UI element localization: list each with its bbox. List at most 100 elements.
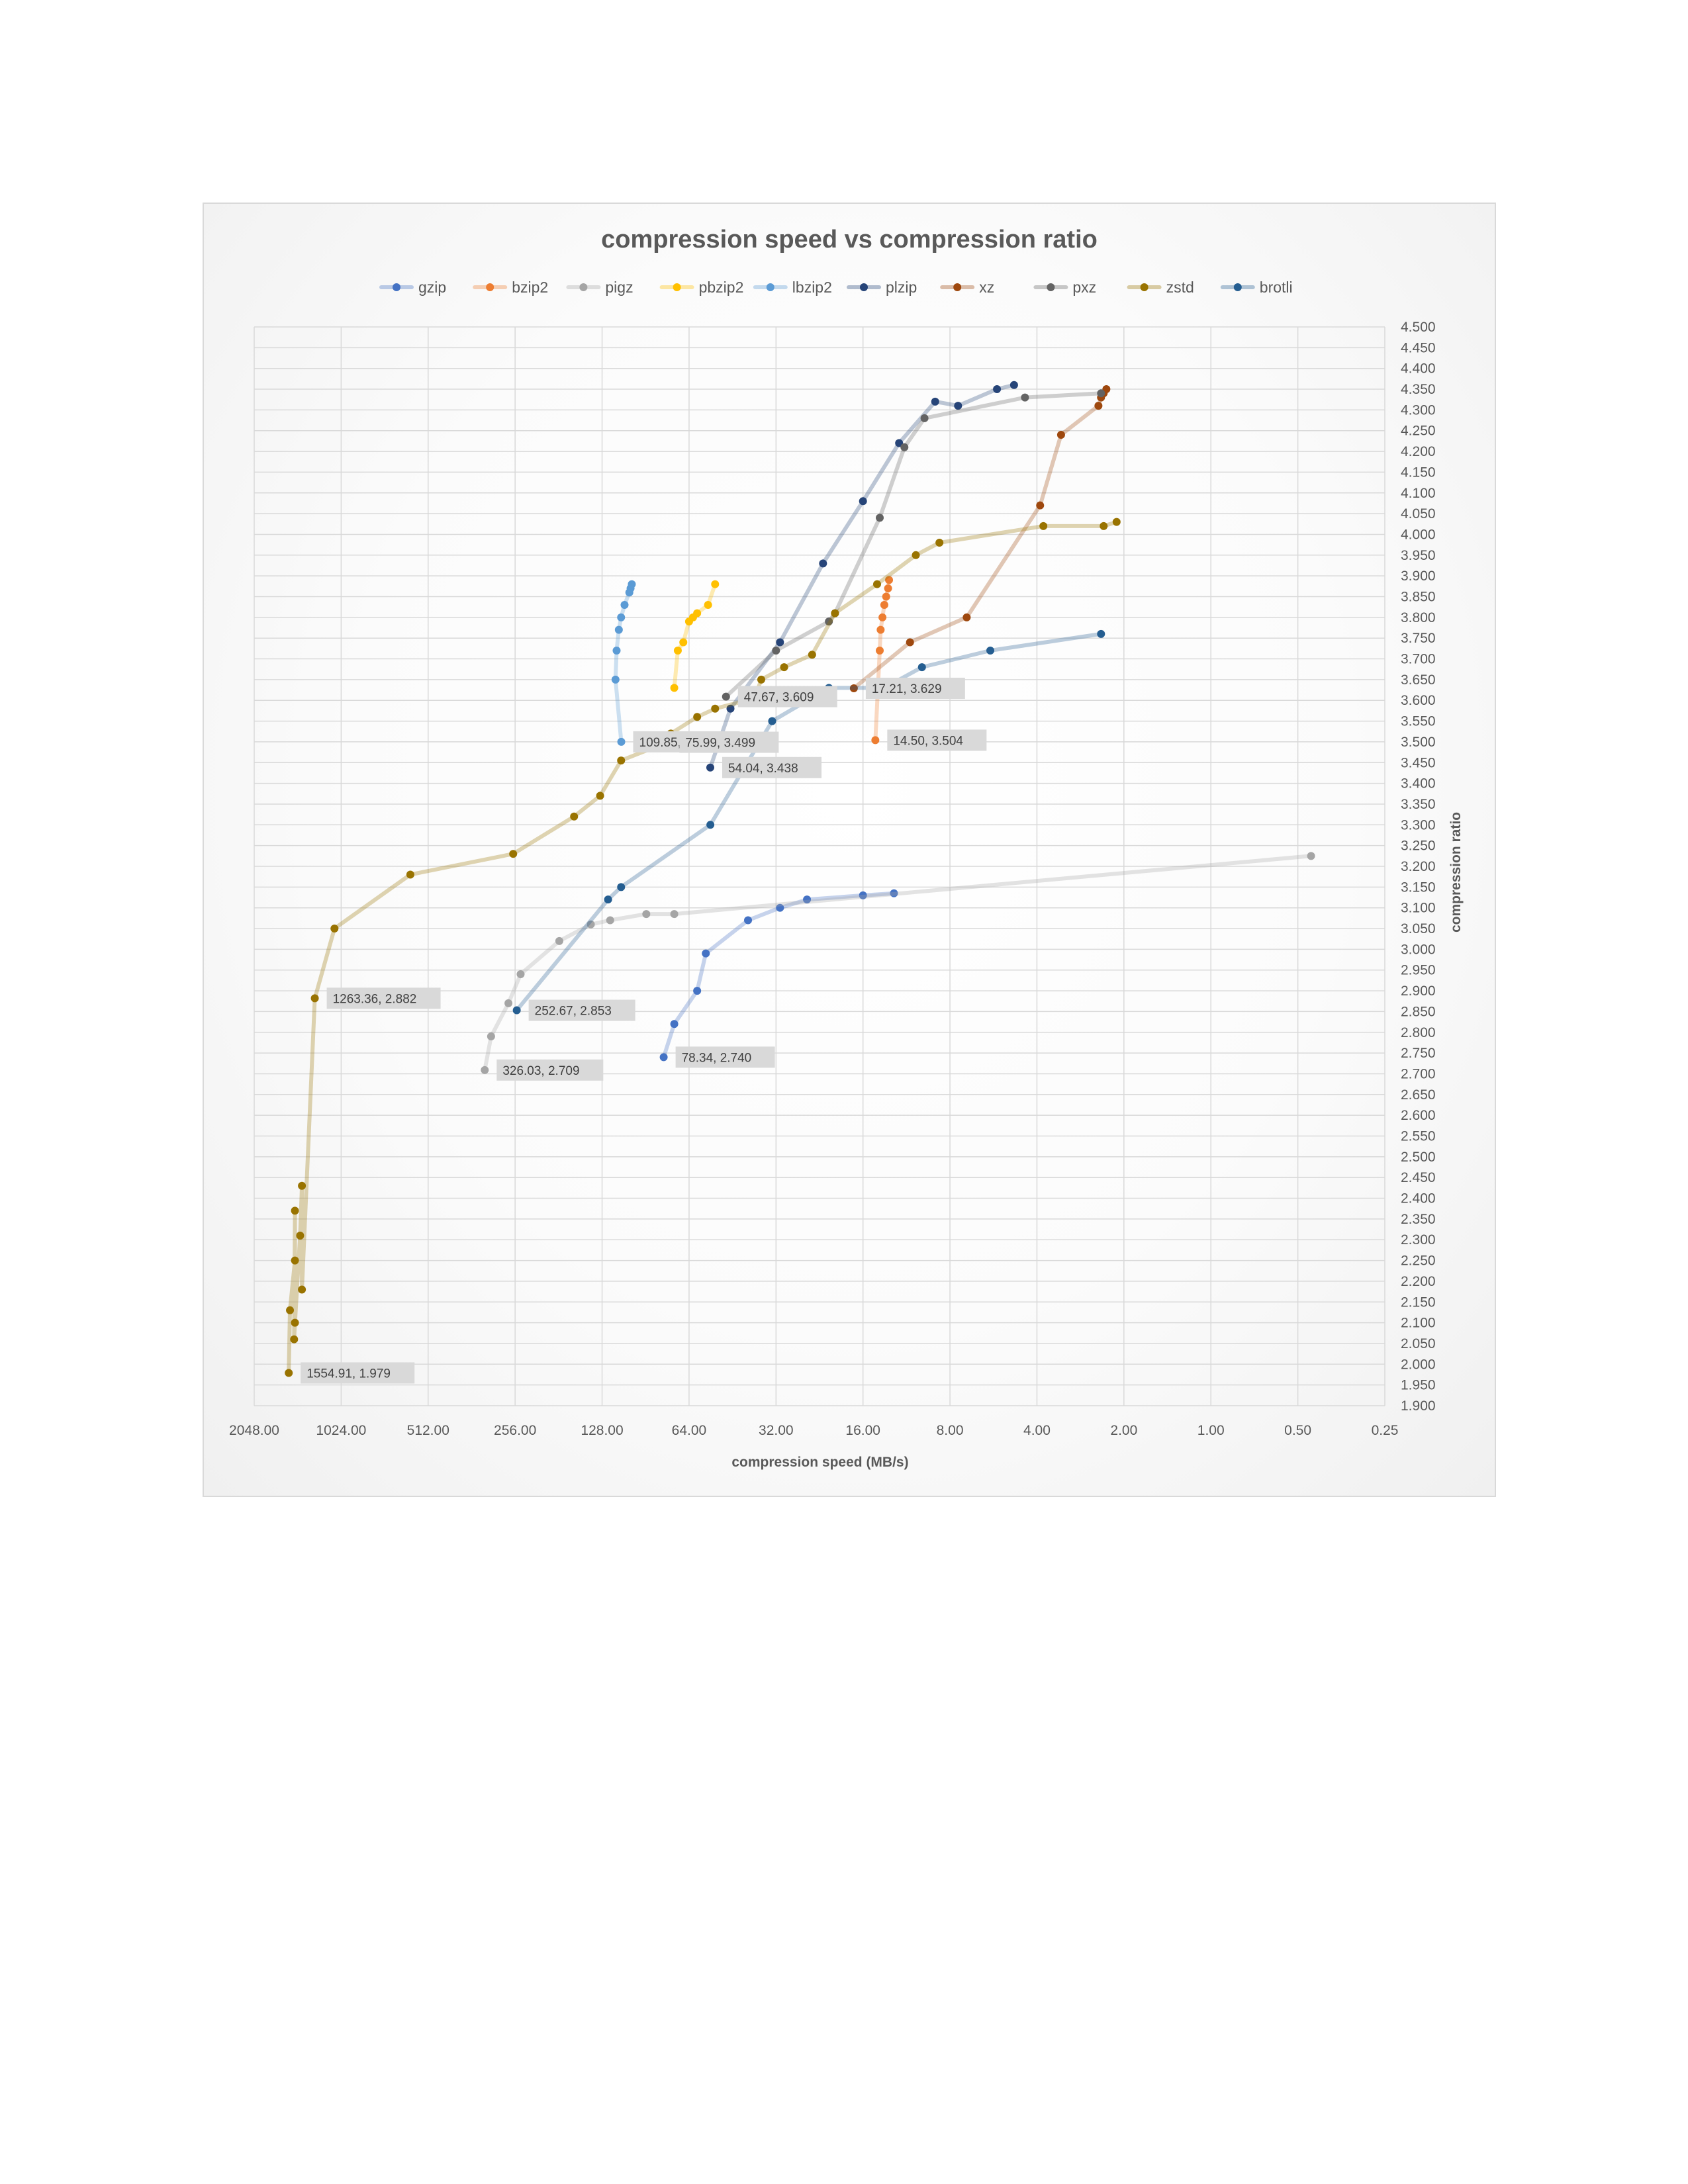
data-label: 14.50, 3.504 [887, 729, 987, 751]
data-point-gzip [693, 987, 702, 995]
data-point-zstd [330, 925, 339, 933]
x-tick-label: 16.00 [845, 1423, 880, 1438]
data-label-box [887, 729, 987, 751]
data-label: 54.04, 3.438 [722, 756, 821, 778]
data-point-plzip [895, 439, 904, 447]
x-axis-title: compression speed (MB/s) [731, 1455, 908, 1470]
data-label-text: 1263.36, 2.882 [333, 992, 417, 1006]
y-tick-label: 4.250 [1401, 424, 1436, 439]
data-point-lbzip2 [612, 647, 621, 655]
y-tick-label: 3.450 [1401, 755, 1436, 770]
series-line-pxz [724, 391, 1103, 699]
data-point-pigz [555, 936, 563, 945]
data-point-pbzip2 [679, 638, 688, 647]
data-label-box [865, 678, 965, 700]
x-tick-label: 2048.00 [229, 1423, 279, 1438]
data-label: 1554.91, 1.979 [301, 1362, 415, 1384]
legend-marker-pbzip2 [673, 283, 681, 291]
y-tick-label: 4.050 [1401, 506, 1436, 522]
y-tick-label: 4.450 [1401, 340, 1436, 355]
chart-svg: compression speed vs compression ratio g… [229, 226, 1464, 1470]
y-tick-label: 3.600 [1401, 693, 1436, 708]
data-point-zstd [291, 1318, 299, 1327]
data-point-lbzip2 [617, 737, 626, 746]
data-point-pbzip2 [673, 647, 682, 655]
y-tick-label: 2.500 [1401, 1150, 1436, 1165]
data-point-gzip [803, 895, 812, 904]
data-point-pigz [606, 916, 614, 925]
data-point-zstd [291, 1256, 299, 1265]
y-tick-label: 1.900 [1401, 1398, 1436, 1414]
data-point-xz [1094, 402, 1103, 410]
legend-item-pbzip2: pbzip2 [659, 279, 744, 296]
data-point-plzip [954, 402, 962, 410]
data-label-text: 54.04, 3.438 [728, 762, 798, 776]
data-point-brotli [1097, 629, 1105, 638]
data-point-xz [906, 638, 914, 647]
data-point-zstd [780, 663, 788, 672]
data-point-zstd [617, 756, 626, 765]
data-point-zstd [286, 1306, 295, 1314]
data-point-pxz [900, 443, 909, 451]
data-point-zstd [1100, 522, 1108, 530]
x-tick-label: 0.25 [1372, 1423, 1399, 1438]
data-label-box [301, 1362, 415, 1384]
legend-label-xz: xz [979, 279, 994, 296]
data-label: 47.67, 3.609 [737, 686, 837, 707]
series-bzip2 [871, 576, 894, 745]
series-gzip [659, 889, 898, 1062]
y-tick-label: 2.600 [1401, 1108, 1436, 1123]
data-point-gzip [670, 1020, 679, 1028]
data-point-gzip [776, 903, 784, 912]
y-tick-label: 3.550 [1401, 714, 1436, 729]
chart-frame: compression speed vs compression ratio g… [203, 203, 1496, 1497]
legend-label-bzip2: bzip2 [512, 279, 548, 296]
data-label-text: 326.03, 2.709 [502, 1064, 579, 1078]
data-point-bzip2 [876, 625, 885, 634]
legend-item-zstd: zstd [1127, 279, 1194, 296]
y-tick-label: 2.350 [1401, 1212, 1436, 1227]
legend-label-brotli: brotli [1260, 279, 1293, 296]
data-point-xz [849, 684, 858, 693]
data-point-pxz [876, 514, 884, 522]
data-point-zstd [808, 651, 816, 659]
y-tick-label: 2.800 [1401, 1025, 1436, 1040]
data-label-text: 75.99, 3.499 [685, 737, 755, 751]
data-point-pbzip2 [711, 580, 720, 588]
x-tick-label: 512.00 [407, 1423, 449, 1438]
data-point-pxz [772, 647, 780, 655]
series-line-pbzip2 [672, 582, 718, 690]
y-tick-label: 2.550 [1401, 1129, 1436, 1144]
legend-label-lbzip2: lbzip2 [792, 279, 832, 296]
data-label-text: 17.21, 3.629 [872, 682, 942, 696]
y-tick-label: 2.150 [1401, 1295, 1436, 1310]
x-tick-label: 0.50 [1284, 1423, 1311, 1438]
data-point-zstd [757, 675, 765, 684]
data-point-gzip [702, 949, 710, 958]
data-point-zstd [298, 1285, 306, 1294]
y-tick-label: 2.650 [1401, 1087, 1436, 1103]
data-point-bzip2 [885, 576, 894, 584]
data-point-plzip [1009, 381, 1018, 389]
y-tick-label: 3.150 [1401, 880, 1436, 895]
legend-item-pxz: pxz [1033, 279, 1096, 296]
series-xz [849, 385, 1111, 693]
data-point-pigz [586, 920, 595, 929]
x-tick-label: 1024.00 [316, 1423, 366, 1438]
y-axis-title: compression ratio [1448, 812, 1464, 933]
data-point-pigz [516, 970, 525, 978]
legend-label-gzip: gzip [418, 279, 446, 296]
y-tick-label: 3.100 [1401, 901, 1436, 916]
data-point-pxz [1097, 389, 1105, 398]
data-point-brotli [604, 895, 612, 904]
y-tick-label: 2.450 [1401, 1170, 1436, 1185]
x-tick-label: 256.00 [494, 1423, 536, 1438]
data-label-box [737, 686, 837, 707]
x-tick-label: 2.00 [1110, 1423, 1137, 1438]
y-tick-label: 3.050 [1401, 921, 1436, 936]
legend-label-pbzip2: pbzip2 [699, 279, 744, 296]
data-point-bzip2 [882, 592, 890, 601]
data-label-text: 78.34, 2.740 [682, 1051, 752, 1065]
legend-marker-zstd [1140, 283, 1149, 291]
y-tick-label: 4.000 [1401, 527, 1436, 542]
